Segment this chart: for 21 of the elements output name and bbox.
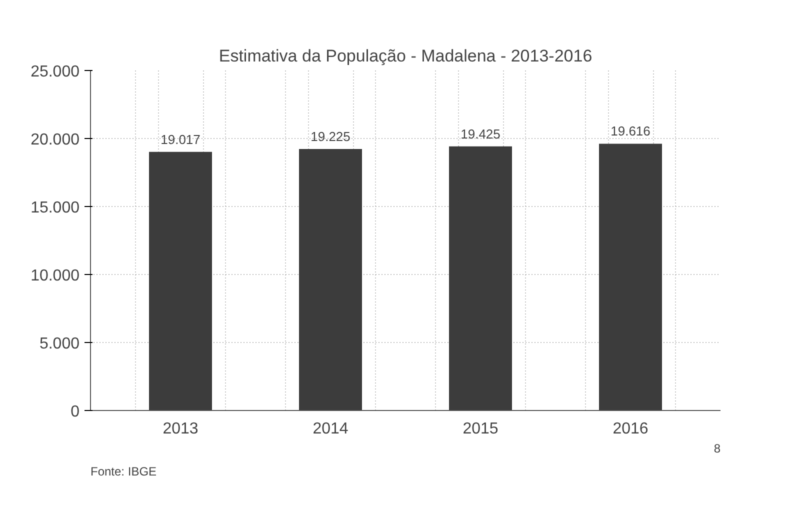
x-tick-label: 2015	[462, 420, 498, 438]
y-tick-label: 25.000	[30, 64, 80, 80]
chart-title: Estimativa da População - Madalena - 2013-2016	[218, 46, 592, 66]
y-tick-label: 10.000	[30, 268, 80, 284]
bar	[299, 149, 362, 410]
y-tick-label: 20.000	[30, 132, 80, 148]
y-tick-label: 15.000	[30, 200, 80, 216]
data-label: 19.425	[460, 126, 500, 142]
data-label: 19.616	[610, 124, 650, 139]
data-label: 19.017	[160, 132, 200, 147]
x-tick-label: 2014	[312, 420, 348, 438]
source-note: Fonte: IBGE	[90, 464, 157, 478]
y-tick-label: 0	[70, 404, 80, 420]
bar	[149, 152, 212, 410]
y-tick-label: 5.000	[39, 336, 80, 352]
x-tick-label: 2013	[162, 420, 198, 438]
data-label: 19.225	[310, 129, 350, 144]
text: 8	[714, 442, 721, 456]
x-tick-label: 2016	[612, 420, 648, 438]
bar	[599, 144, 662, 410]
bar	[449, 146, 512, 410]
